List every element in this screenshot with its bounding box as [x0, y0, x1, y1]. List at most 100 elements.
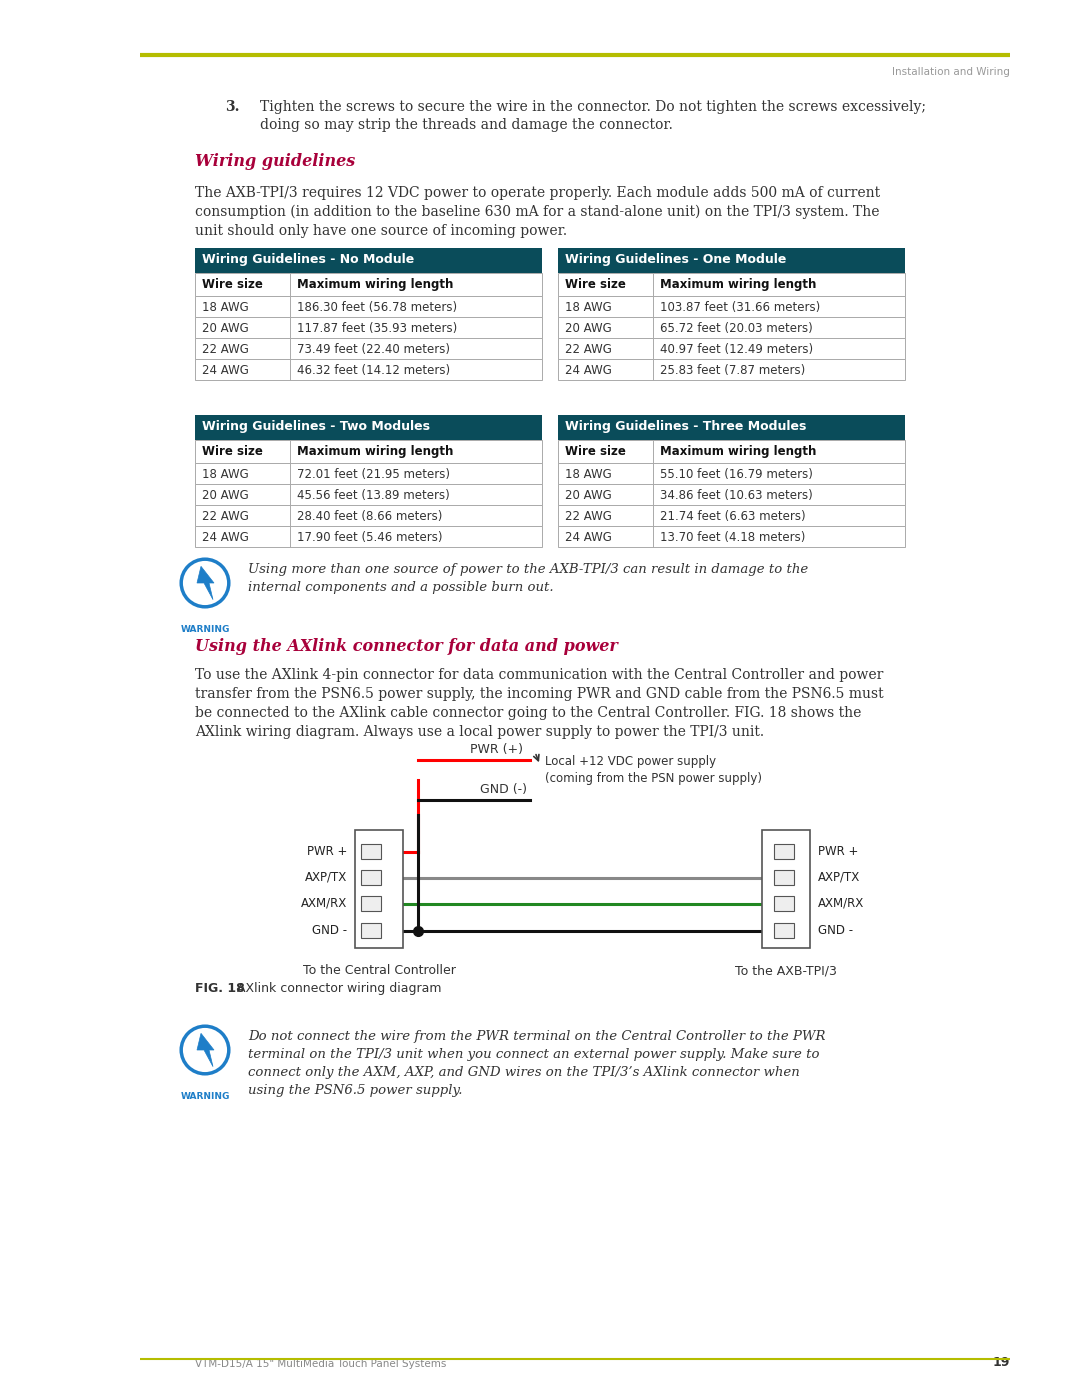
Bar — [558, 483, 905, 504]
Text: GND -: GND - — [312, 923, 347, 937]
Bar — [195, 415, 542, 440]
Text: internal components and a possible burn out.: internal components and a possible burn … — [248, 581, 554, 594]
Bar — [558, 527, 905, 548]
Text: 20 AWG: 20 AWG — [202, 321, 248, 335]
Text: Wire size: Wire size — [565, 446, 626, 458]
Text: 18 AWG: 18 AWG — [202, 468, 248, 481]
Text: 55.10 feet (16.79 meters): 55.10 feet (16.79 meters) — [660, 468, 813, 481]
Bar — [558, 338, 905, 359]
Bar — [195, 462, 542, 483]
Text: 25.83 feet (7.87 meters): 25.83 feet (7.87 meters) — [660, 365, 806, 377]
Text: unit should only have one source of incoming power.: unit should only have one source of inco… — [195, 224, 567, 237]
Text: 24 AWG: 24 AWG — [565, 531, 612, 543]
Bar — [361, 844, 381, 859]
Text: 28.40 feet (8.66 meters): 28.40 feet (8.66 meters) — [297, 510, 443, 522]
Text: Installation and Wiring: Installation and Wiring — [892, 67, 1010, 77]
Text: AXlink wiring diagram. Always use a local power supply to power the TPI/3 unit.: AXlink wiring diagram. Always use a loca… — [195, 725, 765, 739]
Bar — [558, 440, 905, 462]
Text: 73.49 feet (22.40 meters): 73.49 feet (22.40 meters) — [297, 344, 450, 356]
Text: Wire size: Wire size — [565, 278, 626, 291]
Bar — [195, 296, 542, 317]
Bar — [558, 317, 905, 338]
Text: AXM/RX: AXM/RX — [818, 897, 864, 909]
Text: The AXB-TPI/3 requires 12 VDC power to operate properly. Each module adds 500 mA: The AXB-TPI/3 requires 12 VDC power to o… — [195, 186, 880, 200]
Text: Wiring Guidelines - No Module: Wiring Guidelines - No Module — [202, 253, 415, 265]
Text: 20 AWG: 20 AWG — [565, 321, 611, 335]
Bar — [762, 830, 810, 949]
Bar — [195, 504, 542, 527]
Text: 46.32 feet (14.12 meters): 46.32 feet (14.12 meters) — [297, 365, 450, 377]
Bar — [195, 249, 542, 272]
Bar — [355, 830, 403, 949]
Text: Using more than one source of power to the AXB-TPI/3 can result in damage to the: Using more than one source of power to t… — [248, 563, 808, 576]
Bar — [195, 359, 542, 380]
Bar — [558, 504, 905, 527]
Text: Wiring guidelines: Wiring guidelines — [195, 154, 355, 170]
Text: 17.90 feet (5.46 meters): 17.90 feet (5.46 meters) — [297, 531, 443, 543]
Text: 72.01 feet (21.95 meters): 72.01 feet (21.95 meters) — [297, 468, 450, 481]
Text: AXP/TX: AXP/TX — [818, 870, 861, 884]
Text: PWR +: PWR + — [818, 845, 859, 858]
Text: (coming from the PSN power supply): (coming from the PSN power supply) — [545, 773, 762, 785]
Bar — [195, 317, 542, 338]
Text: 18 AWG: 18 AWG — [202, 300, 248, 314]
Text: WARNING: WARNING — [180, 1092, 230, 1101]
Bar — [361, 923, 381, 937]
Text: Local +12 VDC power supply: Local +12 VDC power supply — [545, 754, 716, 768]
Text: 117.87 feet (35.93 meters): 117.87 feet (35.93 meters) — [297, 321, 457, 335]
Bar — [361, 895, 381, 911]
Text: 65.72 feet (20.03 meters): 65.72 feet (20.03 meters) — [660, 321, 813, 335]
Text: AXM/RX: AXM/RX — [300, 897, 347, 909]
Text: 18 AWG: 18 AWG — [565, 468, 611, 481]
Text: doing so may strip the threads and damage the connector.: doing so may strip the threads and damag… — [260, 117, 673, 131]
Text: terminal on the TPI/3 unit when you connect an external power supply. Make sure : terminal on the TPI/3 unit when you conn… — [248, 1048, 820, 1060]
Text: 24 AWG: 24 AWG — [202, 365, 248, 377]
Bar — [361, 870, 381, 886]
Text: Maximum wiring length: Maximum wiring length — [297, 446, 454, 458]
Text: Wiring Guidelines - One Module: Wiring Guidelines - One Module — [565, 253, 786, 265]
Text: Wire size: Wire size — [202, 446, 262, 458]
Text: 13.70 feet (4.18 meters): 13.70 feet (4.18 meters) — [660, 531, 806, 543]
Polygon shape — [197, 566, 214, 599]
Text: GND -: GND - — [818, 923, 853, 937]
Text: Using the AXlink connector for data and power: Using the AXlink connector for data and … — [195, 638, 618, 655]
Text: using the PSN6.5 power supply.: using the PSN6.5 power supply. — [248, 1084, 462, 1097]
Text: WARNING: WARNING — [180, 624, 230, 634]
Text: Maximum wiring length: Maximum wiring length — [660, 278, 816, 291]
Bar — [774, 870, 794, 886]
Text: VTM-D15/A 15" MultiMedia Touch Panel Systems: VTM-D15/A 15" MultiMedia Touch Panel Sys… — [195, 1359, 446, 1369]
Text: Tighten the screws to secure the wire in the connector. Do not tighten the screw: Tighten the screws to secure the wire in… — [260, 101, 926, 115]
Text: 22 AWG: 22 AWG — [202, 510, 248, 522]
Text: GND (-): GND (-) — [480, 782, 527, 796]
Text: 45.56 feet (13.89 meters): 45.56 feet (13.89 meters) — [297, 489, 449, 502]
Text: consumption (in addition to the baseline 630 mA for a stand-alone unit) on the T: consumption (in addition to the baseline… — [195, 205, 879, 219]
Bar — [558, 249, 905, 272]
Polygon shape — [197, 1034, 214, 1067]
Text: 186.30 feet (56.78 meters): 186.30 feet (56.78 meters) — [297, 300, 457, 314]
Text: PWR +: PWR + — [307, 845, 347, 858]
Text: 20 AWG: 20 AWG — [202, 489, 248, 502]
Bar — [774, 844, 794, 859]
Text: FIG. 18: FIG. 18 — [195, 982, 245, 995]
Text: 40.97 feet (12.49 meters): 40.97 feet (12.49 meters) — [660, 344, 813, 356]
Text: 19: 19 — [993, 1356, 1010, 1369]
Text: 24 AWG: 24 AWG — [202, 531, 248, 543]
Bar — [558, 359, 905, 380]
Text: 18 AWG: 18 AWG — [565, 300, 611, 314]
Bar — [558, 296, 905, 317]
Bar — [558, 462, 905, 483]
Text: Maximum wiring length: Maximum wiring length — [660, 446, 816, 458]
Bar — [774, 895, 794, 911]
Text: AXlink connector wiring diagram: AXlink connector wiring diagram — [237, 982, 442, 995]
Text: 24 AWG: 24 AWG — [565, 365, 612, 377]
Bar — [558, 272, 905, 296]
Text: PWR (+): PWR (+) — [470, 743, 523, 756]
Text: connect only the AXM, AXP, and GND wires on the TPI/3’s AXlink connector when: connect only the AXM, AXP, and GND wires… — [248, 1066, 800, 1078]
Text: 22 AWG: 22 AWG — [565, 344, 612, 356]
Text: To the Central Controller: To the Central Controller — [302, 964, 456, 977]
Text: To the AXB-TPI/3: To the AXB-TPI/3 — [735, 964, 837, 977]
Text: transfer from the PSN6.5 power supply, the incoming PWR and GND cable from the P: transfer from the PSN6.5 power supply, t… — [195, 687, 883, 701]
Text: be connected to the AXlink cable connector going to the Central Controller. FIG.: be connected to the AXlink cable connect… — [195, 705, 862, 719]
Text: Wiring Guidelines - Three Modules: Wiring Guidelines - Three Modules — [565, 420, 807, 433]
Text: 103.87 feet (31.66 meters): 103.87 feet (31.66 meters) — [660, 300, 820, 314]
